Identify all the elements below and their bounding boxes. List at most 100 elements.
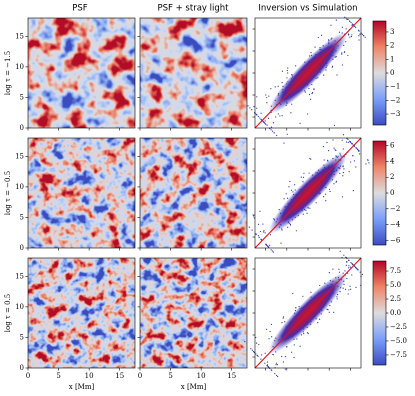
- scatter-point: [275, 116, 277, 118]
- scatter-point: [295, 307, 297, 309]
- scatter-point: [286, 133, 288, 135]
- scatter-point: [256, 107, 258, 109]
- scatter-point: [350, 22, 352, 24]
- scatter-point: [255, 353, 257, 355]
- scatter-point: [356, 268, 358, 270]
- scatter-point: [265, 243, 267, 246]
- scatter-point: [354, 26, 357, 28]
- scatter-point: [249, 107, 251, 109]
- colorbar-tick-label: 0: [390, 69, 394, 77]
- scatter-point: [345, 28, 347, 30]
- scatter-point: [280, 242, 282, 244]
- scatter-point: [292, 292, 294, 295]
- scatter-point: [304, 91, 306, 93]
- scatter-point: [355, 166, 357, 168]
- scatter-point: [342, 134, 345, 136]
- scatter-point: [358, 30, 360, 32]
- y-tick-label: 10: [15, 303, 24, 311]
- scatter-point: [266, 124, 268, 126]
- scatter-point: [331, 66, 333, 68]
- identity-line: [254, 17, 362, 129]
- panel-frame: [139, 257, 248, 369]
- scatter-point: [302, 176, 305, 178]
- scatter-point: [267, 245, 269, 247]
- scatter-point: [345, 141, 348, 143]
- scatter-point: [335, 149, 337, 152]
- scatter-point: [328, 272, 330, 274]
- scatter-point: [357, 29, 360, 31]
- scatter-point: [289, 180, 291, 183]
- scatter-point: [350, 288, 352, 290]
- scatter-point: [339, 172, 341, 174]
- scatter-point: [276, 364, 278, 366]
- colorbar-tick-label: 7.5: [390, 267, 401, 275]
- x-axis-label: x [Mm]: [181, 383, 207, 391]
- scatter-point: [307, 332, 309, 335]
- identity-line: [254, 257, 362, 369]
- scatter-point: [291, 103, 293, 105]
- scatter-point: [276, 134, 278, 137]
- x-tick-label: 0: [138, 372, 142, 380]
- scatter-point: [275, 364, 277, 366]
- scatter-point: [348, 171, 350, 173]
- scatter-point: [287, 226, 289, 228]
- scatter-point: [344, 270, 346, 272]
- scatter-point: [271, 250, 273, 252]
- scatter-point: [302, 181, 304, 183]
- colorbar-tick-label: 4: [390, 157, 395, 165]
- x-axis-label: x [Mm]: [69, 383, 95, 391]
- scatter-point: [277, 375, 279, 378]
- scatter-point: [350, 161, 352, 163]
- scatter-point: [264, 232, 266, 234]
- scatter-point: [358, 34, 360, 37]
- scatter-point: [306, 212, 308, 214]
- scatter-point: [349, 36, 351, 38]
- map-image: [140, 138, 247, 248]
- scatter-point: [358, 150, 360, 152]
- scatter-point: [284, 355, 287, 358]
- scatter-point: [352, 155, 354, 157]
- scatter-point: [347, 293, 349, 295]
- scatter-point: [253, 351, 255, 353]
- panel-frame: [139, 17, 248, 129]
- scatter-point: [308, 172, 310, 174]
- scatter-point: [326, 141, 328, 144]
- scatter-point: [299, 122, 301, 124]
- scatter-point: [257, 115, 259, 118]
- scatter-point: [271, 336, 273, 338]
- scatter-point: [327, 309, 329, 311]
- scatter-point: [285, 193, 287, 195]
- scatter-point: [347, 54, 349, 57]
- scatter-point: [339, 250, 341, 252]
- y-tick-label: 0: [20, 244, 24, 252]
- scatter-point: [253, 215, 255, 217]
- colorbar: [372, 260, 387, 366]
- colorbar-tick-label: −3: [390, 110, 400, 118]
- scatter-point: [323, 74, 325, 76]
- scatter-point: [286, 197, 289, 199]
- scatter-point: [333, 311, 335, 313]
- scatter-point: [368, 162, 370, 164]
- scatter-point: [326, 308, 328, 310]
- scatter-point: [257, 223, 260, 225]
- scatter-point: [336, 74, 338, 76]
- scatter-point: [333, 124, 336, 126]
- scatter-point: [320, 34, 323, 36]
- scatter-point: [282, 317, 284, 319]
- y-tick-label: 15: [15, 152, 24, 160]
- scatter-point: [338, 268, 340, 270]
- scatter-point: [253, 217, 255, 219]
- scatter-point: [338, 271, 341, 273]
- scatter-point: [350, 261, 352, 264]
- scatter-point: [314, 46, 316, 48]
- scatter-point: [318, 318, 321, 320]
- scatter-point: [341, 26, 343, 28]
- scatter-point: [354, 266, 357, 268]
- scatter-point: [348, 289, 350, 291]
- scatter-point: [356, 148, 358, 150]
- scatter-point: [349, 20, 351, 22]
- column-title: PSF: [72, 4, 88, 14]
- colorbar: [372, 140, 387, 246]
- scatter-point: [357, 149, 359, 151]
- scatter-point: [286, 77, 288, 79]
